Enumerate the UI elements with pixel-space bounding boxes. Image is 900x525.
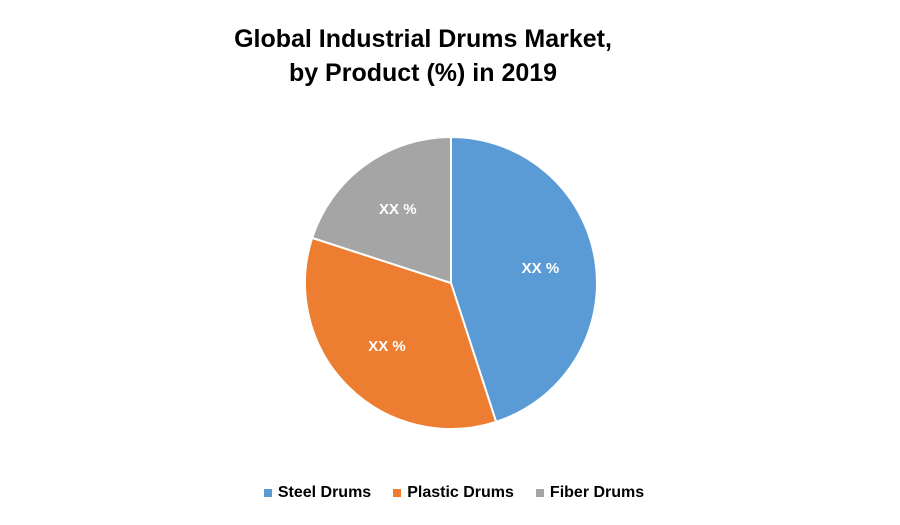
pie-slices	[304, 135, 598, 430]
data-label-steel-drums: XX %	[522, 260, 560, 277]
pie-data-labels: XX % XX % XX %	[368, 201, 559, 355]
data-label-plastic-drums: XX %	[368, 338, 406, 355]
legend: Steel Drums Plastic Drums Fiber Drums	[0, 484, 900, 502]
chart-title: Global Industrial Drums Market, by Produ…	[0, 22, 846, 90]
legend-label-plastic-drums: Plastic Drums	[407, 484, 514, 501]
legend-swatch-steel-drums	[263, 489, 272, 497]
legend-item-steel-drums[interactable]: Steel Drums	[263, 484, 372, 502]
legend-item-plastic-drums[interactable]: Plastic Drums	[393, 484, 514, 502]
legend-label-fiber-drums: Fiber Drums	[549, 484, 645, 501]
legend-label-steel-drums: Steel Drums	[277, 484, 372, 501]
pie-slice-steel-drums[interactable]	[450, 135, 598, 424]
legend-item-fiber-drums[interactable]: Fiber Drums	[535, 484, 645, 502]
pie-slice-plastic-drums[interactable]	[304, 236, 498, 430]
chart-title-line-2: by Product (%) in 2019	[288, 59, 558, 87]
chart-title-line-1: Global Industrial Drums Market,	[234, 25, 612, 53]
legend-swatch-plastic-drums	[393, 489, 402, 497]
data-label-fiber-drums: XX %	[379, 201, 417, 218]
pie-slice-fiber-drums[interactable]	[310, 135, 452, 285]
legend-swatch-fiber-drums	[535, 489, 544, 497]
